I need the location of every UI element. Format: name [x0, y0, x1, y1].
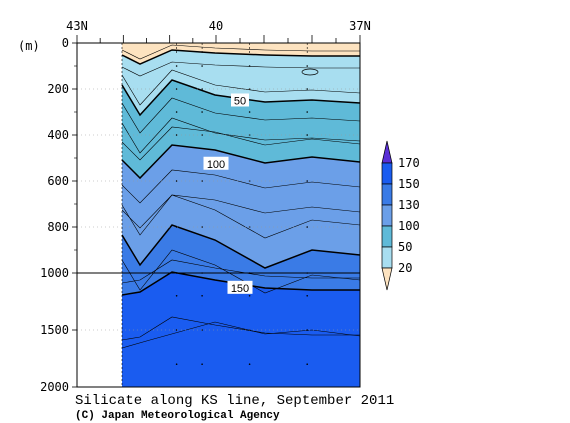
contour-line: [121, 69, 361, 106]
contour-label-bg: [203, 156, 229, 170]
y-unit-label: (m): [18, 39, 40, 53]
y-tick-label: 0: [62, 36, 69, 50]
sample-dot: [306, 180, 309, 182]
contour-line-major: [121, 79, 361, 117]
legend-above-triangle: [381, 140, 393, 164]
sample-dot: [306, 65, 309, 67]
sample-dot: [175, 88, 178, 90]
sample-points: [121, 43, 309, 387]
y-tick-label: 2000: [40, 380, 69, 394]
contour-line: [121, 97, 361, 134]
y-tick-label: 600: [47, 174, 69, 188]
sample-dot: [306, 111, 309, 113]
contour-line: [121, 321, 361, 349]
sample-dot: [201, 180, 203, 182]
contour-line-major: [121, 271, 360, 296]
contour-label-bg: [227, 280, 253, 294]
sample-dot: [175, 65, 178, 67]
legend-swatch: [381, 204, 393, 227]
sample-dot: [175, 363, 178, 366]
sample-dot: [201, 226, 203, 228]
contour-line: [121, 316, 360, 341]
sample-dot: [248, 111, 251, 113]
sample-dot: [306, 134, 309, 136]
contour-line: [121, 194, 361, 229]
legend-swatch: [381, 246, 393, 269]
sample-dot: [175, 134, 178, 136]
sample-dot: [306, 226, 309, 228]
contour-label-bg: [231, 93, 249, 107]
y-tick-label: 200: [47, 82, 69, 96]
sample-dot: [175, 226, 178, 228]
legend-swatch: [381, 162, 393, 185]
x-tick-label: 37N: [349, 19, 371, 33]
credit-text: (C) Japan Meteorological Agency: [75, 410, 280, 422]
y-tick-label: 1500: [40, 323, 69, 337]
legend-label: 170: [398, 156, 420, 170]
sample-dot: [201, 295, 203, 297]
contour-line: [121, 194, 361, 239]
sample-dot: [175, 295, 178, 297]
sample-dot: [201, 65, 203, 67]
sample-dot: [201, 111, 203, 113]
concentration-bands: [122, 43, 360, 387]
contour-lines: [121, 44, 361, 349]
legend-below-triangle: [381, 267, 393, 291]
contour-line: [121, 249, 361, 294]
sample-dot: [201, 134, 203, 136]
sample-dot: [306, 363, 309, 366]
sample-dot: [248, 65, 251, 67]
sample-dot: [306, 295, 309, 297]
sample-dot: [175, 180, 178, 182]
contour-line: [121, 259, 360, 284]
contour-label: 50: [234, 96, 246, 108]
contour-line: [121, 117, 361, 154]
contour-line-major: [121, 49, 360, 65]
sample-dot: [201, 88, 203, 90]
x-tick-label: 40: [209, 19, 223, 33]
contour-line: [121, 44, 360, 60]
surface-lens: [301, 68, 319, 76]
legend-swatch: [381, 183, 393, 206]
band-50-100: [122, 80, 360, 178]
sample-dot: [201, 363, 203, 366]
sample-dot: [175, 111, 178, 113]
sample-dot: [306, 88, 309, 90]
y-tick-label: 1000: [40, 266, 69, 280]
y-tick-label: 800: [47, 220, 69, 234]
band-20-50: [122, 50, 360, 115]
contour-line: [121, 169, 361, 204]
chart-title: Silicate along KS line, September 2011: [75, 393, 394, 409]
sample-dot: [248, 295, 251, 297]
color-legend: 170 150 130 100 50 20: [381, 140, 420, 291]
band-150-170: [122, 272, 360, 387]
contour-line: [121, 61, 360, 77]
contour-label: 100: [207, 159, 225, 171]
y-tick-label: 400: [47, 128, 69, 142]
contour-label: 150: [231, 283, 249, 295]
sample-dot: [248, 363, 251, 366]
legend-label: 100: [398, 219, 420, 233]
legend-swatch: [381, 225, 393, 248]
legend-label: 50: [398, 240, 412, 254]
plot-frame: [76, 42, 361, 388]
contour-line-major: [121, 144, 361, 180]
sample-dot: [306, 329, 309, 331]
legend-label: 150: [398, 177, 420, 191]
contour-line: [121, 126, 361, 161]
axes: 43N 40 37N 0 200 400 600 800 1000 1500 2000: [40, 19, 371, 394]
legend-label: 20: [398, 261, 412, 275]
x-tick-label: 43N: [66, 19, 88, 33]
contour-labels: 50 100 150: [203, 93, 253, 295]
sample-dot: [201, 329, 203, 331]
contour-line-major: [121, 224, 361, 269]
depth-gridlines: [77, 88, 360, 331]
legend-label: 130: [398, 198, 420, 212]
sample-dot: [175, 329, 178, 331]
